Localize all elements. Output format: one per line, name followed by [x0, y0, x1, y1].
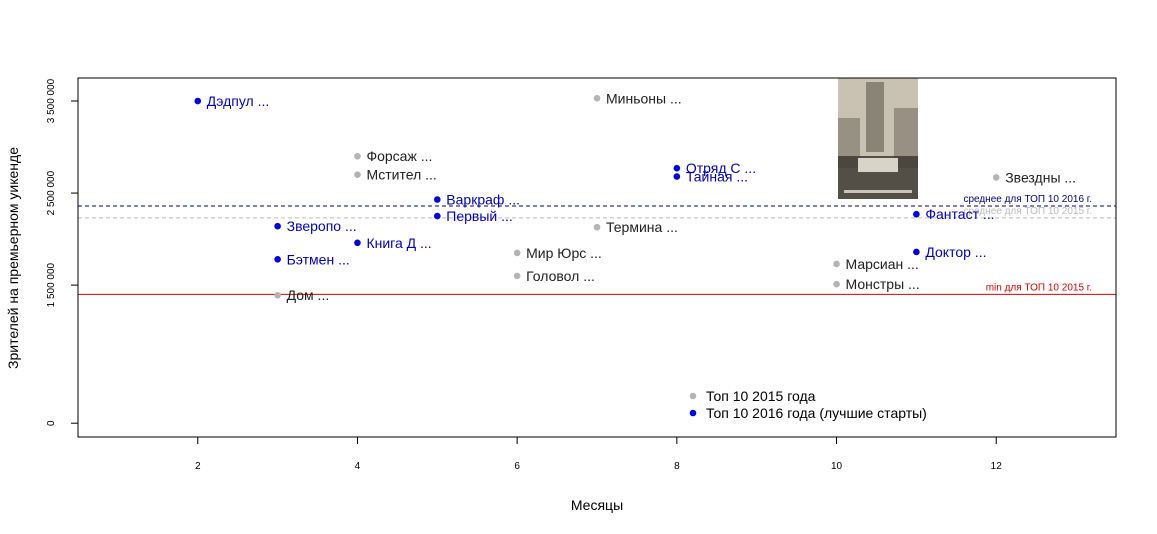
- data-point-0-1: [354, 152, 361, 160]
- data-point-0-7: [513, 272, 521, 280]
- point-label-0-8: Монстры ...: [846, 276, 920, 292]
- data-point-0-8: [833, 280, 840, 288]
- data-point-1-6: [274, 222, 281, 230]
- data-point-1-2: [673, 173, 681, 180]
- poster-building-left: [838, 118, 860, 168]
- x-tick-label-0: 2: [195, 461, 201, 472]
- y-axis-title: Зрителей на премьерном уикенде: [5, 147, 21, 369]
- point-label-0-6: Марсиан ...: [846, 256, 919, 272]
- point-label-1-8: Доктор ...: [925, 244, 986, 260]
- data-point-0-9: [274, 291, 281, 299]
- point-label-1-3: Варкраф ...: [446, 192, 520, 208]
- y-tick-label-0: 0: [46, 420, 57, 426]
- data-point-0-4: [593, 223, 601, 231]
- point-label-0-9: Дом ...: [287, 287, 330, 303]
- y-tick-label-3: 3 500 000: [46, 78, 57, 123]
- point-label-0-3: Звездны ...: [1005, 169, 1076, 185]
- data-point-0-5: [513, 249, 521, 257]
- point-label-0-0: Миньоны ...: [606, 90, 682, 106]
- data-point-1-8: [913, 248, 920, 256]
- x-axis-title: Месяцы: [571, 497, 623, 513]
- poster-tower: [866, 82, 884, 152]
- x-tick-label-4: 10: [831, 461, 843, 472]
- data-point-1-7: [354, 239, 361, 247]
- data-point-1-1: [673, 164, 681, 172]
- point-label-1-2: Тайная ...: [686, 168, 748, 184]
- point-label-0-7: Головол ...: [526, 268, 595, 284]
- x-tick-label-2: 6: [514, 461, 520, 472]
- x-tick-label-5: 12: [991, 461, 1003, 472]
- point-label-1-5: Первый ...: [446, 208, 513, 224]
- data-point-0-6: [833, 260, 840, 268]
- x-tick-label-3: 8: [674, 461, 680, 472]
- poster-title-block: [858, 158, 898, 172]
- point-label-1-1: Отряд С ...: [686, 160, 756, 176]
- data-point-0-3: [992, 174, 1000, 181]
- point-label-0-2: Мстител ...: [366, 167, 436, 183]
- data-point-1-0: [194, 97, 202, 105]
- point-label-1-9: Бэтмен ...: [287, 251, 350, 267]
- point-label-1-7: Книга Д ...: [366, 235, 431, 251]
- point-label-1-4: Фантаст ...: [925, 206, 994, 222]
- data-point-1-3: [434, 196, 441, 203]
- reference-label-2: min для ТОП 10 2015 г.: [986, 282, 1092, 293]
- legend-marker-0: [689, 392, 697, 400]
- reference-lines: среднее для ТОП 10 2016 г.среднее для ТО…: [78, 194, 1116, 295]
- axes: 2 4 6 8 10 12 0 1 500 000 2 500 000 3 500 000: [46, 77, 1117, 472]
- data-point-1-4: [913, 210, 920, 218]
- point-label-1-0: Дэдпул ...: [207, 93, 270, 109]
- point-label-1-6: Зверопо ...: [287, 218, 357, 234]
- legend-label-0: Топ 10 2015 года: [706, 388, 816, 404]
- legend-marker-1: [689, 409, 697, 417]
- data-points: Миньоны ... Форсаж ... Мстител ... Звездны …: [194, 90, 1076, 303]
- point-label-0-1: Форсаж ...: [366, 148, 432, 164]
- movie-poster: [838, 78, 918, 199]
- y-tick-label-2: 2 500 000: [46, 170, 57, 215]
- legend-label-1: Топ 10 2016 года (лучшие старты): [706, 405, 927, 421]
- reference-label-0: среднее для ТОП 10 2016 г.: [963, 194, 1092, 205]
- x-tick-label-1: 4: [355, 461, 361, 472]
- data-point-1-5: [434, 212, 441, 220]
- data-point-1-9: [274, 256, 281, 263]
- data-point-0-0: [593, 94, 601, 102]
- poster-credits: [844, 190, 912, 193]
- point-label-0-5: Мир Юрс ...: [526, 245, 602, 261]
- point-label-0-4: Термина ...: [606, 219, 678, 235]
- data-point-0-2: [354, 171, 361, 178]
- y-tick-label-1: 1 500 000: [46, 262, 57, 307]
- reference-label-1: среднее для ТОП 10 2015 г.: [963, 206, 1092, 217]
